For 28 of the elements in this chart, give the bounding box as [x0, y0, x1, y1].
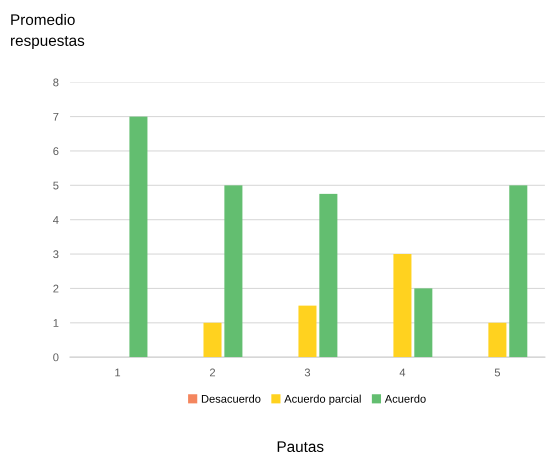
y-tick-label: 0 [53, 353, 59, 362]
bar [129, 116, 148, 358]
bar [224, 185, 242, 358]
y-tick-label: 4 [53, 216, 59, 224]
legend-label: Acuerdo [384, 394, 426, 403]
y-tick-label: 1 [54, 319, 58, 327]
y-tick-label: 5 [53, 182, 58, 190]
bar [298, 306, 316, 358]
y-tick-label: 7 [53, 112, 58, 121]
bar [203, 322, 222, 358]
y-axis-title: Promedio respuestas [11, 14, 84, 49]
y-tick-label: 3 [53, 250, 58, 258]
bar [319, 194, 338, 358]
legend-label: Desacuerdo [202, 394, 260, 403]
y-tick-label: 8 [53, 78, 58, 86]
bar [509, 185, 528, 358]
bar [488, 322, 506, 358]
x-tick-label: 3 [304, 368, 310, 376]
x-axis-title: Pautas [278, 441, 324, 452]
bar [393, 254, 412, 358]
x-tick-label: 2 [210, 368, 216, 376]
y-tick-label: 2 [53, 284, 58, 292]
bar [414, 288, 432, 358]
y-tick-label: 6 [53, 147, 58, 156]
legend-label: Acuerdo parcial [284, 394, 361, 405]
x-tick-label: 1 [115, 368, 120, 376]
x-tick-label: 4 [400, 368, 406, 376]
x-tick-label: 5 [494, 368, 500, 376]
